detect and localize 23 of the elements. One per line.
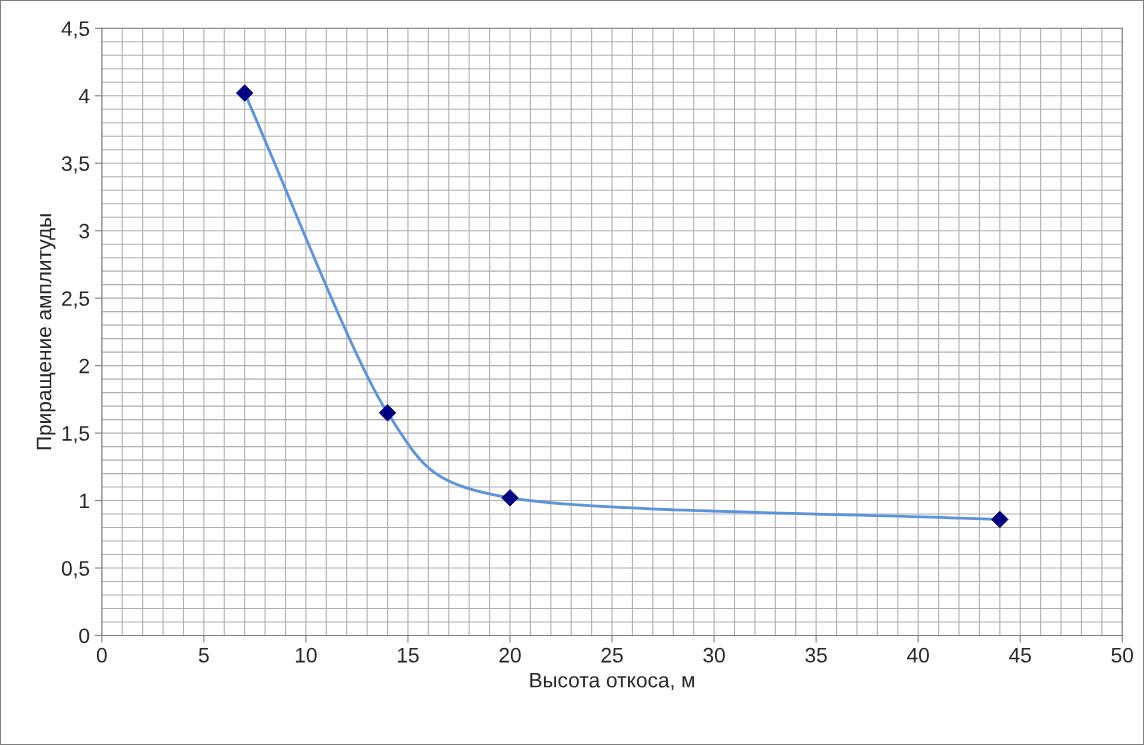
x-tick-label: 35 [805, 647, 827, 663]
y-tick-label: 4,5 [61, 21, 90, 39]
y-tick-label: 0 [79, 628, 90, 644]
x-tick-label: 25 [601, 647, 623, 663]
y-tick-label: 3,5 [61, 156, 90, 174]
x-axis-title: Высота откоса, м [530, 673, 695, 691]
x-tick-label: 50 [1111, 647, 1134, 663]
y-tick-label: 3 [79, 223, 90, 239]
y-tick-label: 2,5 [62, 291, 90, 309]
y-tick-label: 1 [80, 493, 89, 509]
x-tick-label: 30 [703, 647, 725, 663]
y-tick-label: 2 [79, 358, 89, 374]
x-tick-label: 40 [907, 647, 929, 663]
x-tick-label: 15 [397, 648, 419, 663]
x-tick-label: 20 [499, 647, 521, 663]
y-tick-label: 1,5 [62, 426, 90, 444]
y-axis-title: Приращение амплитуды [36, 214, 56, 450]
x-tick-label: 5 [198, 648, 209, 663]
x-tick-label: 45 [1009, 648, 1031, 663]
x-tick-label: 0 [96, 647, 107, 663]
y-tick-label: 4 [78, 88, 90, 104]
y-tick-label: 0,5 [61, 561, 90, 579]
x-tick-label: 10 [295, 647, 317, 663]
